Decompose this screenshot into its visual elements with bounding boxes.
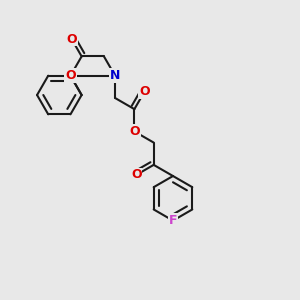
Text: O: O (65, 69, 76, 82)
Text: F: F (169, 214, 177, 227)
Text: O: O (139, 85, 150, 98)
Text: O: O (129, 125, 140, 138)
Text: O: O (66, 32, 77, 46)
Text: N: N (110, 69, 120, 82)
Text: O: O (131, 168, 142, 182)
